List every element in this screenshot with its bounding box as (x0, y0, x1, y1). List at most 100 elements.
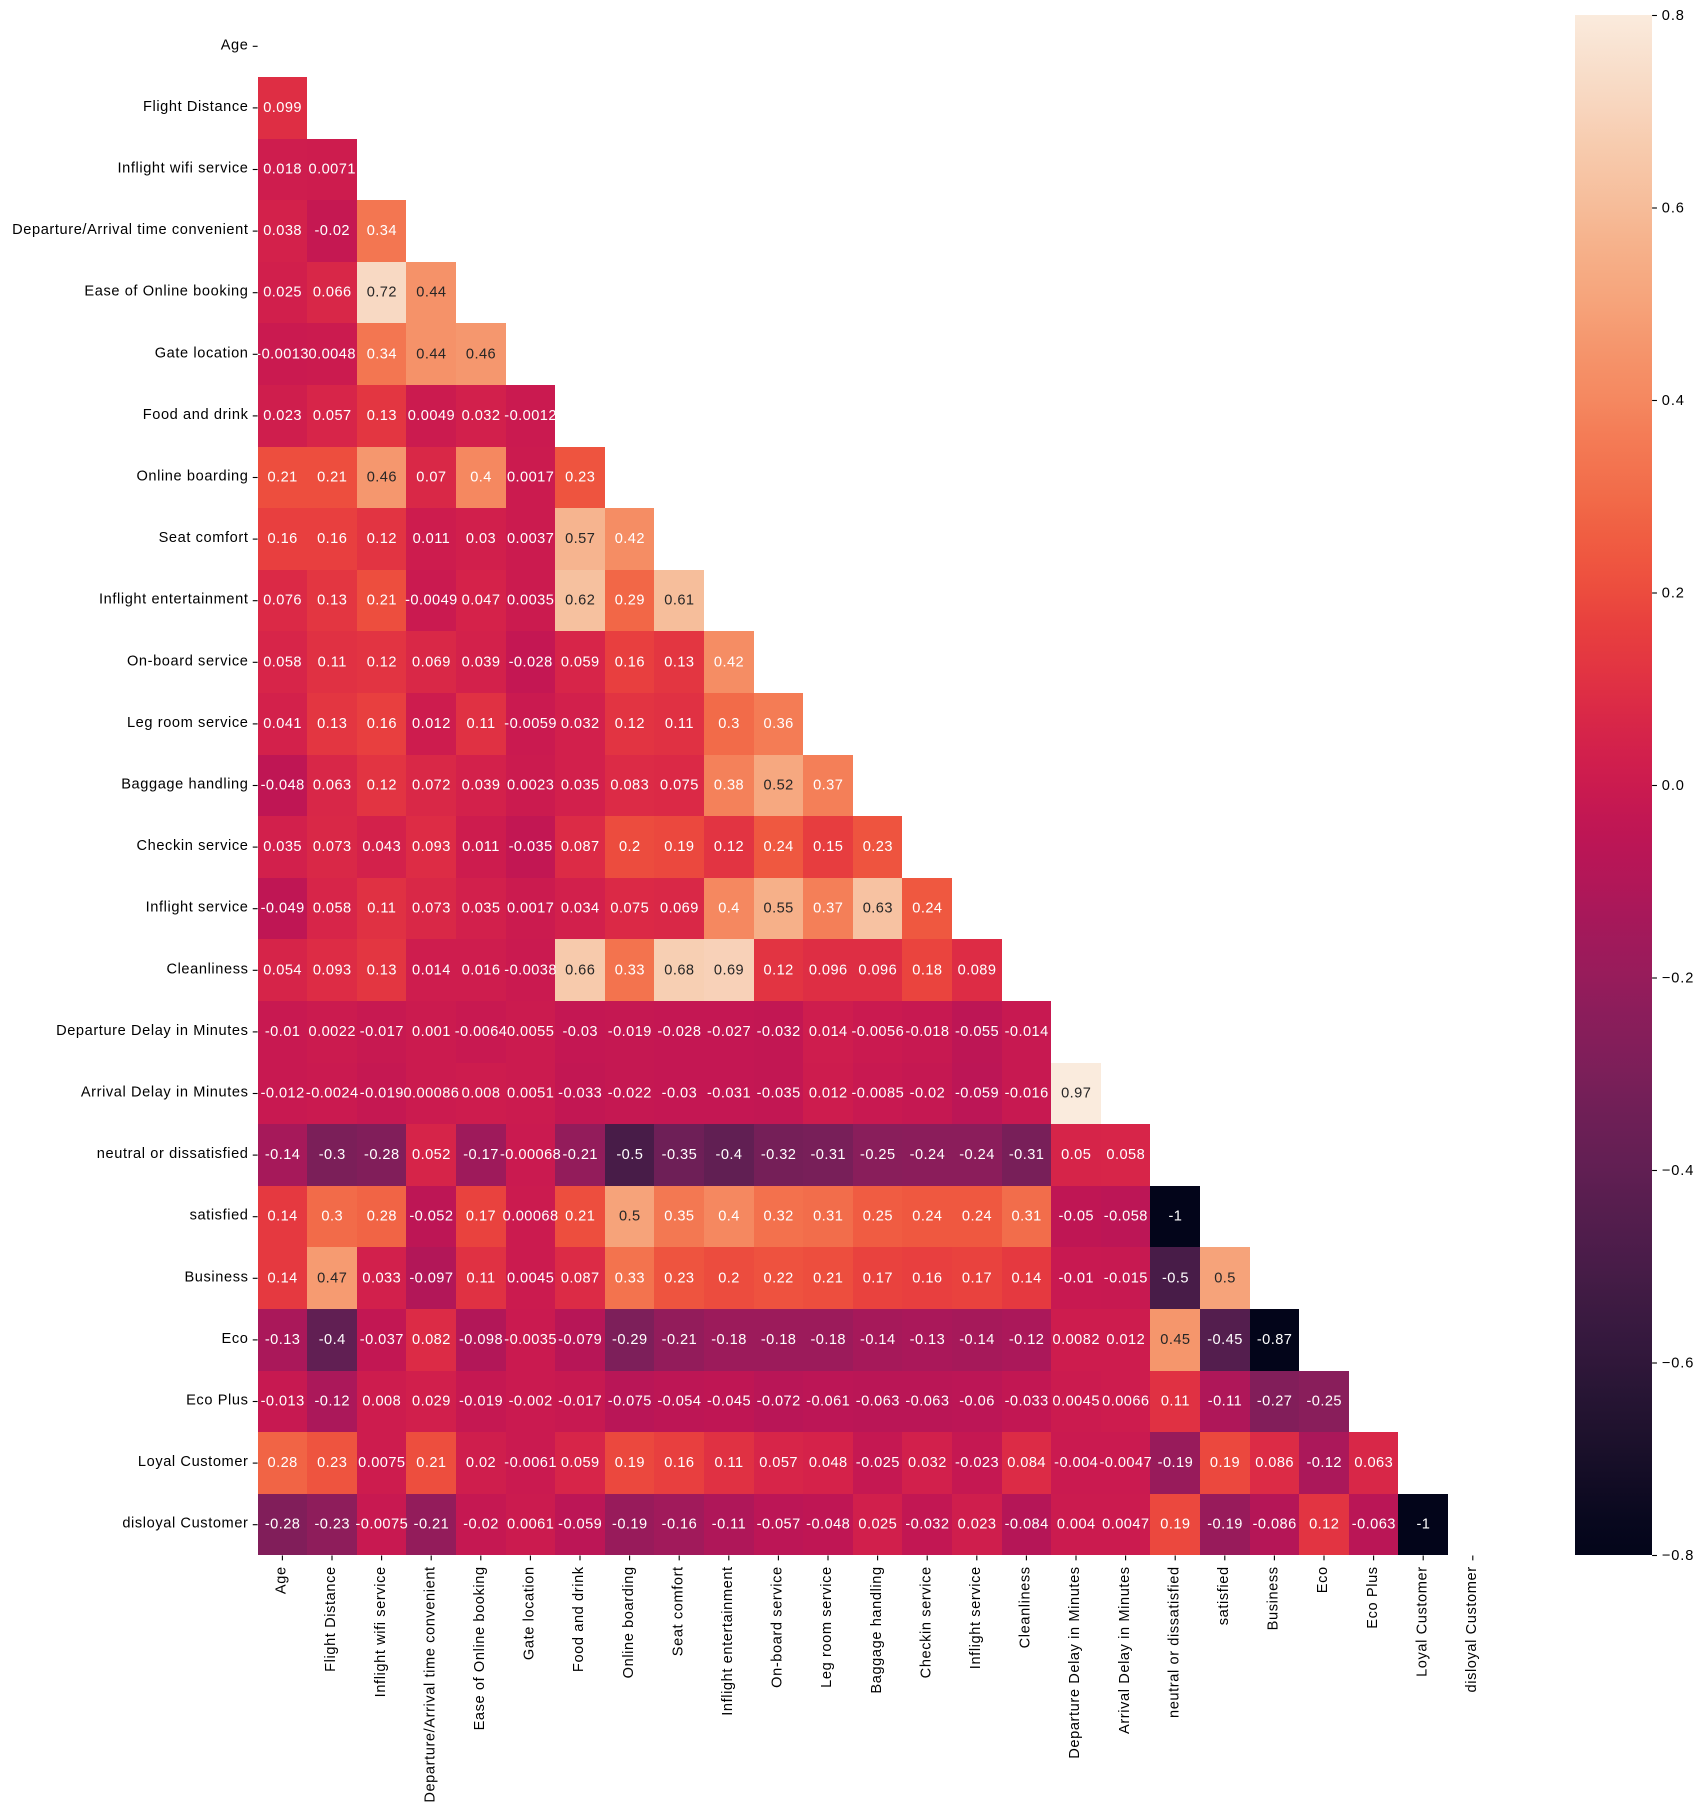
svg-text:-0.013: -0.013 (261, 1394, 305, 1410)
svg-text:-0.019: -0.019 (459, 1394, 503, 1410)
svg-text:-0.19: -0.19 (1207, 1517, 1243, 1533)
svg-text:0.12: 0.12 (615, 716, 645, 732)
svg-text:On-board service: On-board service (127, 653, 249, 669)
svg-text:0.0049: 0.0049 (408, 408, 455, 424)
svg-text:Checkin service: Checkin service (136, 838, 248, 854)
svg-text:0.012: 0.012 (1106, 1332, 1145, 1348)
svg-text:0.4: 0.4 (718, 901, 740, 917)
svg-text:-0.25: -0.25 (1306, 1394, 1342, 1410)
svg-text:0.023: 0.023 (958, 1517, 997, 1533)
svg-text:0.42: 0.42 (615, 531, 645, 547)
svg-text:-0.037: -0.037 (360, 1332, 404, 1348)
svg-text:-0.014: -0.014 (1005, 1024, 1049, 1040)
svg-text:-0.015: -0.015 (1104, 1270, 1148, 1286)
svg-text:0.012: 0.012 (809, 1086, 848, 1102)
svg-text:-0.17: -0.17 (463, 1147, 499, 1163)
svg-text:−0.6: −0.6 (1662, 1356, 1694, 1372)
svg-text:0.19: 0.19 (615, 1455, 645, 1471)
svg-text:-0.033: -0.033 (1005, 1394, 1049, 1410)
svg-text:-0.063: -0.063 (856, 1394, 900, 1410)
svg-text:0.075: 0.075 (660, 778, 699, 794)
svg-text:0.44: 0.44 (416, 285, 446, 301)
svg-text:0.19: 0.19 (664, 839, 694, 855)
svg-text:Online boarding: Online boarding (136, 469, 248, 485)
svg-text:0.039: 0.039 (462, 778, 501, 794)
svg-text:0.2: 0.2 (718, 1270, 740, 1286)
svg-text:-0.0035: -0.0035 (504, 1332, 557, 1348)
svg-text:0.063: 0.063 (313, 778, 352, 794)
svg-text:-0.0013: -0.0013 (256, 346, 309, 362)
svg-text:0.33: 0.33 (615, 1270, 645, 1286)
svg-text:0.0017: 0.0017 (507, 470, 554, 486)
svg-text:0.8: 0.8 (1662, 8, 1685, 24)
svg-text:0.42: 0.42 (714, 654, 744, 670)
svg-text:-0.11: -0.11 (1208, 1394, 1242, 1410)
svg-text:0.31: 0.31 (1012, 1209, 1042, 1225)
svg-text:Age: Age (221, 37, 249, 53)
svg-text:0.17: 0.17 (466, 1209, 496, 1225)
svg-text:Cleanliness: Cleanliness (1018, 1566, 1034, 1648)
svg-text:-0.072: -0.072 (757, 1394, 801, 1410)
svg-text:0.21: 0.21 (813, 1270, 843, 1286)
svg-text:0.11: 0.11 (714, 1455, 743, 1471)
svg-text:0.054: 0.054 (263, 962, 302, 978)
svg-text:-0.18: -0.18 (810, 1332, 846, 1348)
svg-text:0.035: 0.035 (263, 839, 302, 855)
svg-text:-0.032: -0.032 (905, 1517, 949, 1533)
svg-text:0.13: 0.13 (367, 408, 397, 424)
svg-text:0.13: 0.13 (664, 654, 694, 670)
svg-text:-0.31: -0.31 (1009, 1147, 1045, 1163)
svg-text:-0.12: -0.12 (1306, 1455, 1342, 1471)
svg-text:0.21: 0.21 (268, 470, 298, 486)
svg-text:−0.8: −0.8 (1662, 1548, 1694, 1564)
svg-text:0.69: 0.69 (714, 962, 744, 978)
svg-text:0.12: 0.12 (367, 654, 397, 670)
svg-text:0.47: 0.47 (317, 1270, 347, 1286)
svg-text:-0.45: -0.45 (1207, 1332, 1243, 1348)
svg-text:-0.16: -0.16 (662, 1517, 698, 1533)
svg-text:0.099: 0.099 (263, 100, 302, 116)
svg-text:-0.0038: -0.0038 (504, 962, 557, 978)
svg-text:0.11: 0.11 (665, 716, 694, 732)
svg-text:-0.11: -0.11 (712, 1517, 746, 1533)
svg-text:-0.084: -0.084 (1005, 1517, 1049, 1533)
svg-text:0.02: 0.02 (466, 1455, 496, 1471)
svg-text:0.14: 0.14 (268, 1270, 298, 1286)
svg-text:0.11: 0.11 (466, 716, 495, 732)
svg-text:Loyal Customer: Loyal Customer (1414, 1566, 1430, 1677)
svg-text:Cleanliness: Cleanliness (166, 961, 248, 977)
svg-text:-0.4: -0.4 (716, 1147, 743, 1163)
svg-text:0.07: 0.07 (416, 470, 446, 486)
svg-text:-0.057: -0.057 (757, 1517, 801, 1533)
svg-text:0.57: 0.57 (565, 531, 595, 547)
svg-text:-0.06: -0.06 (959, 1394, 995, 1410)
svg-text:0.014: 0.014 (412, 962, 451, 978)
svg-text:0.025: 0.025 (263, 285, 302, 301)
svg-text:0.12: 0.12 (764, 962, 794, 978)
svg-text:-0.028: -0.028 (657, 1024, 701, 1040)
svg-text:-0.097: -0.097 (409, 1270, 453, 1286)
svg-text:0.5: 0.5 (1214, 1270, 1236, 1286)
svg-text:0.043: 0.043 (362, 839, 401, 855)
svg-text:Online boarding: Online boarding (621, 1566, 637, 1678)
svg-text:-0.022: -0.022 (608, 1086, 652, 1102)
svg-text:0.15: 0.15 (813, 839, 843, 855)
svg-text:0.18: 0.18 (912, 962, 942, 978)
svg-text:0.025: 0.025 (858, 1517, 897, 1533)
svg-text:0.0082: 0.0082 (1053, 1332, 1100, 1348)
svg-text:0.21: 0.21 (367, 593, 397, 609)
svg-text:-0.3: -0.3 (319, 1147, 346, 1163)
svg-text:-0.079: -0.079 (558, 1332, 602, 1348)
svg-text:-0.14: -0.14 (959, 1332, 995, 1348)
svg-text:0.069: 0.069 (660, 901, 699, 917)
svg-text:0.0071: 0.0071 (309, 162, 356, 178)
svg-text:-0.018: -0.018 (905, 1024, 949, 1040)
svg-text:0.058: 0.058 (313, 901, 352, 917)
svg-text:0.6: 0.6 (1662, 201, 1685, 217)
svg-text:-0.12: -0.12 (1009, 1332, 1045, 1348)
svg-text:-0.23: -0.23 (314, 1517, 350, 1533)
svg-text:-0.14: -0.14 (265, 1147, 301, 1163)
svg-text:Departure/Arrival time conveni: Departure/Arrival time convenient (12, 222, 248, 238)
svg-text:Eco: Eco (1315, 1566, 1331, 1593)
svg-text:-0.052: -0.052 (409, 1209, 453, 1225)
